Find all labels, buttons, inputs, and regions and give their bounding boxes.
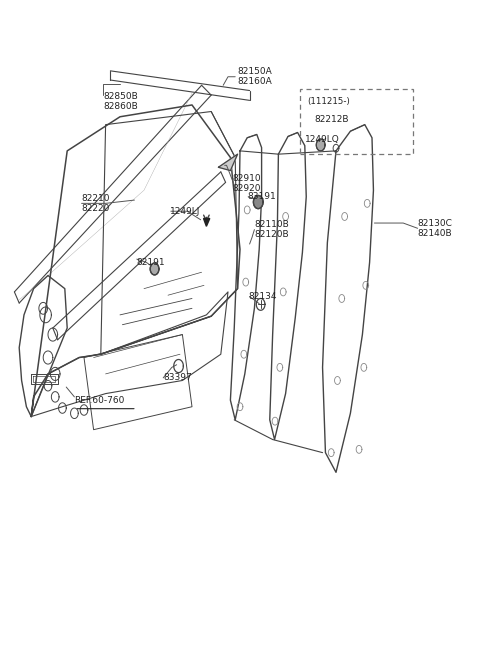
Text: 83191: 83191 [247, 192, 276, 201]
Text: 82130C
82140B: 82130C 82140B [418, 218, 453, 238]
Polygon shape [150, 263, 159, 275]
Text: 1249LJ: 1249LJ [170, 207, 201, 216]
Text: 82110B
82120B: 82110B 82120B [254, 220, 289, 239]
Text: 82212B: 82212B [314, 115, 349, 124]
Text: 1249LQ: 1249LQ [305, 134, 339, 144]
Polygon shape [316, 139, 325, 151]
Text: 82910
82920: 82910 82920 [233, 174, 262, 194]
Text: 82210
82220: 82210 82220 [82, 194, 110, 213]
Text: (111215-): (111215-) [307, 97, 350, 106]
Text: 82134: 82134 [249, 292, 277, 301]
Text: 82150A
82160A: 82150A 82160A [238, 67, 272, 87]
Text: 82850B
82860B: 82850B 82860B [103, 92, 138, 112]
Text: REF.60-760: REF.60-760 [74, 396, 125, 405]
Text: 82191: 82191 [137, 258, 166, 267]
Text: 83397: 83397 [163, 373, 192, 382]
Polygon shape [253, 195, 263, 209]
Polygon shape [204, 218, 210, 226]
Polygon shape [218, 154, 238, 171]
